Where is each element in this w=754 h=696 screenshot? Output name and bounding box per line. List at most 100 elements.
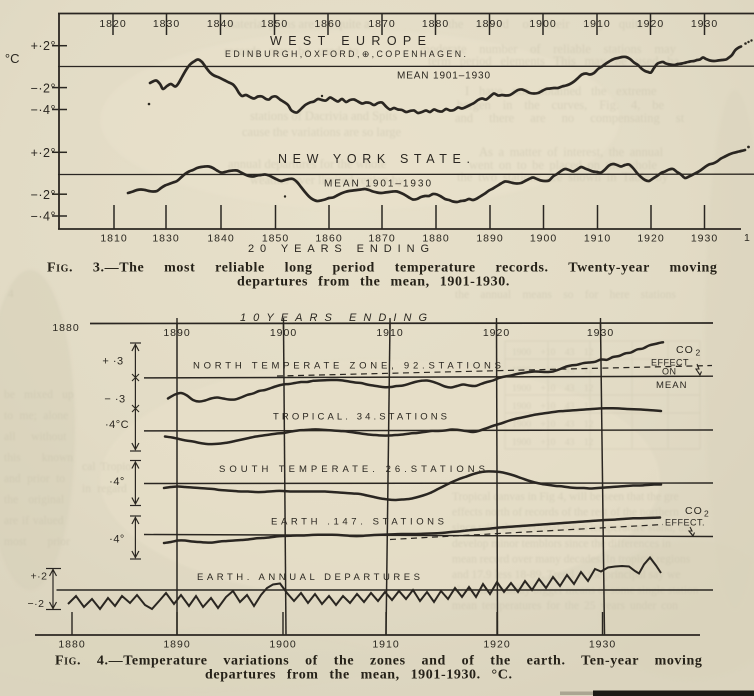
svg-text:CO: CO xyxy=(685,505,703,517)
svg-text:4: 4 xyxy=(8,288,14,300)
svg-text:cause the variations are so la: cause the variations are so large xyxy=(242,125,402,139)
svg-text:1880: 1880 xyxy=(58,639,85,651)
svg-text:1880: 1880 xyxy=(422,233,449,245)
svg-text:1840: 1840 xyxy=(207,18,234,30)
svg-text:1900: 1900 xyxy=(269,639,296,651)
svg-text:°C: °C xyxy=(5,51,20,66)
svg-text:1920: 1920 xyxy=(637,18,664,30)
svg-text:−·4°: −·4° xyxy=(31,210,56,224)
svg-text:since with the sectional mean: since with the sectional mean temperatur… xyxy=(452,522,692,534)
svg-text:TROPICAL. 34.STATIONS: TROPICAL. 34.STATIONS xyxy=(273,412,447,423)
svg-text:·4°: ·4° xyxy=(109,476,125,488)
svg-text:·4°C: ·4°C xyxy=(105,419,129,431)
svg-text:1890: 1890 xyxy=(163,639,190,651)
svg-text:to me; alone: to me; alone xyxy=(4,410,68,422)
svg-text:1890: 1890 xyxy=(476,233,503,245)
svg-text:1820: 1820 xyxy=(99,18,126,30)
svg-text:the original: the original xyxy=(4,494,64,506)
svg-text:1930: 1930 xyxy=(691,233,718,245)
svg-text:1930: 1930 xyxy=(589,639,616,651)
svg-text:1890: 1890 xyxy=(163,327,190,339)
svg-text:−·4°: −·4° xyxy=(31,103,56,117)
svg-text:−·2°: −·2° xyxy=(31,188,56,202)
svg-text:stations of Dacrivia and Spits: stations of Dacrivia and Spits xyxy=(250,109,397,123)
svg-text:this known: this known xyxy=(4,452,73,464)
svg-text:annual departures for the whol: annual departures for the whole xyxy=(228,157,387,171)
svg-text:most prior: most prior xyxy=(4,536,70,548)
svg-text:are if valued: are if valued xyxy=(4,515,64,527)
svg-text:−·2: −·2 xyxy=(28,598,45,610)
svg-text:1860: 1860 xyxy=(315,233,342,245)
svg-text:CO: CO xyxy=(676,344,694,356)
svg-text:moderate number of reliable st: moderate number of reliable stations may xyxy=(420,42,677,56)
svg-text:1840: 1840 xyxy=(207,233,234,245)
svg-text:EFFECT.: EFFECT. xyxy=(665,518,705,528)
svg-text:the record of their very quite: the record of their very quite a xyxy=(448,17,663,31)
svg-text:1810: 1810 xyxy=(100,233,127,245)
svg-text:EFFECT: EFFECT xyxy=(651,358,689,368)
svg-text:20 YEARS ENDING: 20 YEARS ENDING xyxy=(248,243,429,255)
svg-text:1910: 1910 xyxy=(583,18,610,30)
svg-text:1880: 1880 xyxy=(52,322,79,334)
svg-text:and there are no compensating: and there are no compensating st xyxy=(455,111,685,125)
svg-text:records may be used to: records may be used to xyxy=(224,44,358,58)
svg-text:2: 2 xyxy=(704,509,709,519)
svg-text:− ·3: − ·3 xyxy=(104,394,125,406)
svg-text:1900 +10 43 12: 1900 +10 43 12 xyxy=(512,420,594,430)
svg-text:1900: 1900 xyxy=(270,327,297,339)
svg-text:2: 2 xyxy=(696,348,701,358)
svg-text:the annual means so for here s: the annual means so for here stations xyxy=(455,289,676,301)
svg-text:develop minor temblors since t: develop minor temblors since the differe… xyxy=(452,538,671,550)
svg-text:Fig. 4.—Temperature variations: Fig. 4.—Temperature variations of the zo… xyxy=(55,654,703,669)
svg-text:−·2°: −·2° xyxy=(31,82,56,96)
svg-text:the two stations are shown in: the two stations are shown in Table by xyxy=(457,170,669,184)
svg-text:in regard: in regard xyxy=(82,483,127,495)
svg-text:departures from the mean, 1901: departures from the mean, 1901-1930. xyxy=(237,275,510,290)
svg-text:1830: 1830 xyxy=(153,18,180,30)
svg-text:WEST EUROPE: WEST EUROPE xyxy=(270,34,426,48)
svg-text:SOUTH TEMPERATE. 26.STATIONS: SOUTH TEMPERATE. 26.STATIONS xyxy=(219,464,485,475)
svg-text:1870: 1870 xyxy=(368,233,395,245)
svg-text:1880: 1880 xyxy=(422,18,449,30)
svg-text:cal Tropio: cal Tropio xyxy=(82,461,131,473)
svg-text:1860: 1860 xyxy=(314,18,341,30)
svg-text:+·2°: +·2° xyxy=(31,39,56,53)
svg-text:EARTH. ANNUAL DEPARTURES: EARTH. ANNUAL DEPARTURES xyxy=(197,572,420,583)
svg-text:+ ·3: + ·3 xyxy=(102,356,123,368)
svg-text:1890: 1890 xyxy=(476,18,503,30)
svg-text:As a matter of interest, the a: As a matter of interest, the annual xyxy=(479,145,664,159)
svg-text:1910: 1910 xyxy=(376,327,403,339)
svg-text:1830: 1830 xyxy=(152,233,179,245)
svg-text:EDINBURGH,OXFORD,⊕,COPENHAGEN.: EDINBURGH,OXFORD,⊕,COPENHAGEN. xyxy=(225,49,466,59)
svg-text:1850: 1850 xyxy=(262,233,289,245)
svg-text:mean record over many decades.: mean record over many decades. In tropic… xyxy=(452,553,691,565)
svg-text:went on to be placed on the wh: went on to be placed on the whole xyxy=(469,158,657,172)
svg-text:MEAN: MEAN xyxy=(656,380,687,391)
svg-text:1900 +10 43 12: 1900 +10 43 12 xyxy=(512,348,594,358)
svg-text:departures from the mean, 1901: departures from the mean, 1901-1930. °C. xyxy=(205,668,513,683)
svg-text:be mixed up: be mixed up xyxy=(4,389,74,401)
svg-text:MEAN 1901–1930: MEAN 1901–1930 xyxy=(324,179,431,190)
svg-text:material gains are not quite a: material gains are not quite a xyxy=(225,17,370,31)
svg-text:mean temperatures for the 25 y: mean temperatures for the 25 years under… xyxy=(452,600,678,612)
svg-text:Tropical canvas in Fig 4, will: Tropical canvas in Fig 4, will be seen t… xyxy=(452,491,679,503)
svg-text:1: 1 xyxy=(744,232,750,244)
svg-text:1910: 1910 xyxy=(584,233,611,245)
svg-text:bergen in the curves, Fig. 4,: bergen in the curves, Fig. 4, be xyxy=(457,98,664,112)
svg-text:MEAN 1901–1930: MEAN 1901–1930 xyxy=(397,71,490,82)
svg-text:+·2°: +·2° xyxy=(31,146,56,160)
svg-text:1900 +10 43 12: 1900 +10 43 12 xyxy=(512,384,594,394)
svg-text:+·2: +·2 xyxy=(31,571,48,583)
svg-text:1850: 1850 xyxy=(261,18,288,30)
svg-text:ON: ON xyxy=(662,367,677,377)
svg-text:1900: 1900 xyxy=(529,18,556,30)
svg-text:1930: 1930 xyxy=(691,18,718,30)
svg-text:weather over limited region by: weather over limited region by xyxy=(250,173,405,187)
svg-text:Fig. 3.—The most reliable long: Fig. 3.—The most reliable long period te… xyxy=(47,261,717,276)
svg-text:1920: 1920 xyxy=(483,327,510,339)
svg-text:·4°: ·4° xyxy=(109,534,125,546)
svg-text:1900 +10 43 12: 1900 +10 43 12 xyxy=(512,402,594,412)
svg-text:1920: 1920 xyxy=(483,639,510,651)
svg-text:all without: all without xyxy=(4,431,67,443)
svg-text:1910: 1910 xyxy=(372,639,399,651)
